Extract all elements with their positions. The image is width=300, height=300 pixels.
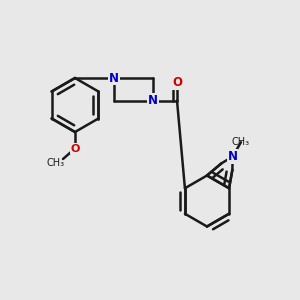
Text: N: N [109, 71, 119, 85]
Text: N: N [148, 94, 158, 107]
Text: CH₃: CH₃ [232, 137, 250, 147]
Text: N: N [228, 150, 238, 163]
Text: CH₃: CH₃ [46, 158, 64, 169]
Text: O: O [70, 143, 80, 154]
Text: O: O [172, 76, 182, 89]
